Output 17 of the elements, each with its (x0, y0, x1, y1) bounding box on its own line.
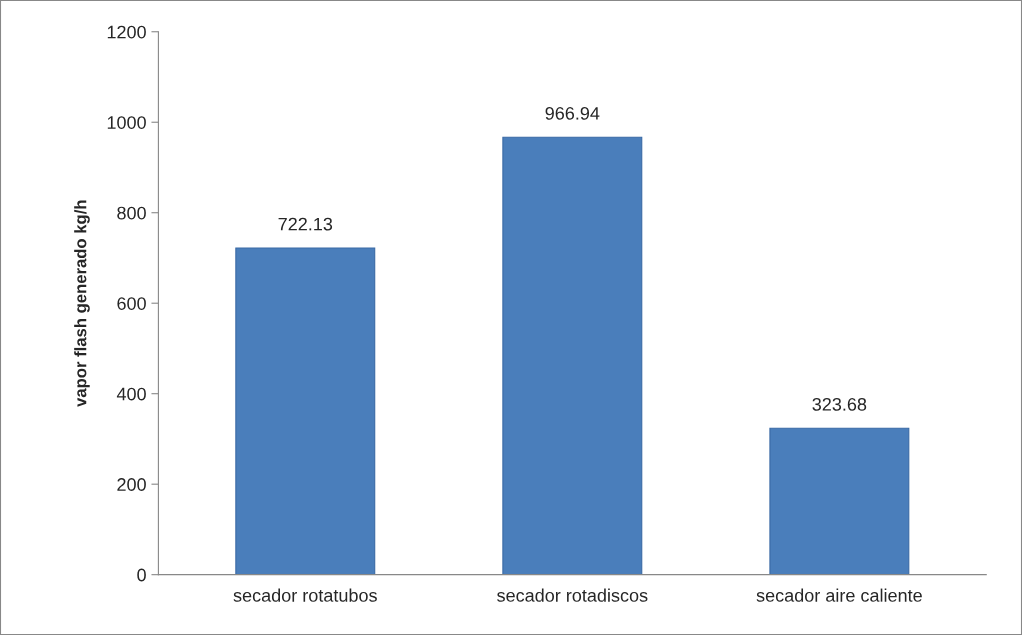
bar (769, 427, 910, 575)
x-tick-label: secador rotadiscos (497, 588, 648, 602)
y-tick-label: 200 (117, 478, 146, 491)
y-tick-label: 1000 (107, 116, 146, 129)
data-label: 323.68 (812, 397, 867, 411)
y-axis-title: vapor flash generado kg/h (74, 200, 90, 407)
y-tick-label: 800 (117, 206, 146, 220)
y-tick-label: 400 (116, 387, 146, 401)
data-label: 966.94 (545, 106, 600, 120)
x-tick-label: secador rotatubos (233, 588, 377, 602)
x-tick-label: secador aire caliente (756, 588, 922, 602)
y-tick-label: 0 (137, 568, 146, 582)
y-tick-label: 1200 (107, 25, 146, 39)
bar (235, 247, 376, 575)
y-tick-label: 600 (117, 297, 146, 310)
bar (502, 136, 643, 575)
data-label: 722.13 (278, 217, 333, 231)
